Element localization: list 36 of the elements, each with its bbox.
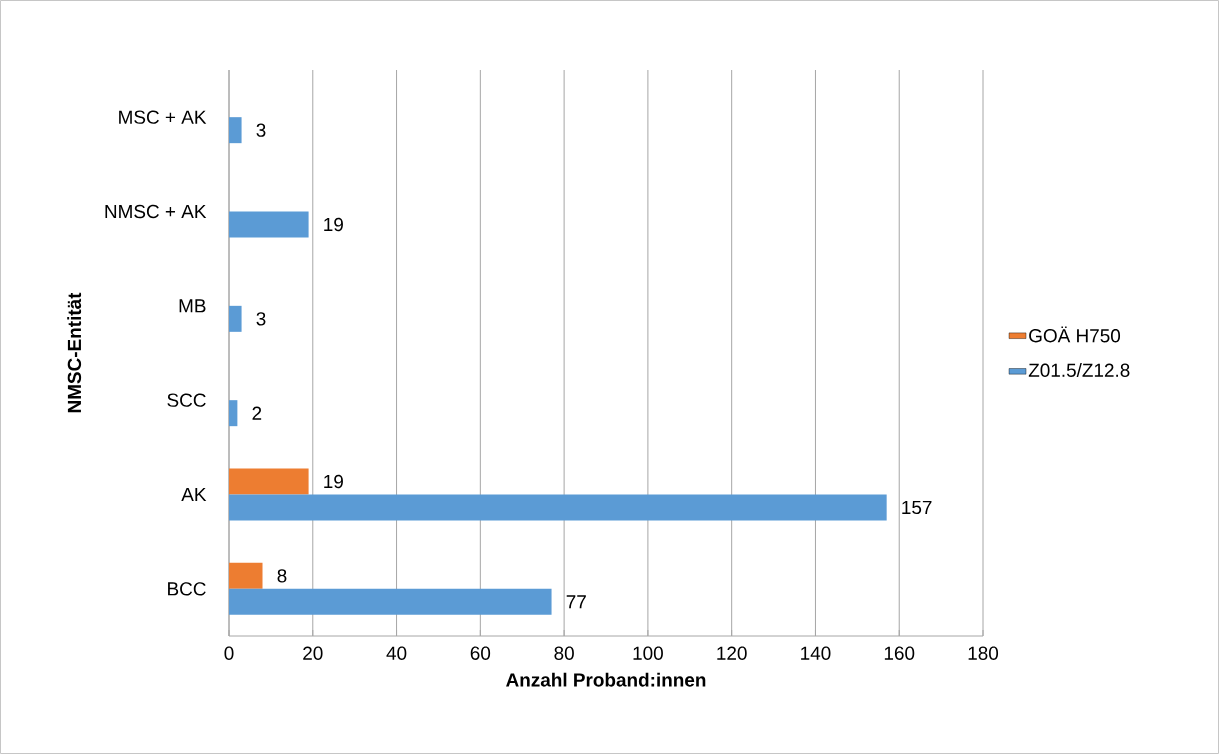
x-tick-label: 120 xyxy=(717,646,747,660)
x-tick-label: 160 xyxy=(884,646,915,660)
data-label: 3 xyxy=(256,312,266,326)
bar xyxy=(229,562,263,589)
x-tick-label: 180 xyxy=(968,646,999,660)
bar xyxy=(229,400,238,427)
x-tick-label: 20 xyxy=(303,646,323,660)
data-label: 77 xyxy=(566,595,586,609)
x-tick-label: 60 xyxy=(470,646,491,660)
legend-label: GOÄ H750 xyxy=(1029,326,1121,343)
bar xyxy=(229,588,552,615)
y-axis-title: NMSC-Entität xyxy=(67,292,82,413)
x-tick-label: 40 xyxy=(386,646,407,660)
bar xyxy=(229,305,242,332)
data-label: 3 xyxy=(256,123,266,137)
data-label: 19 xyxy=(324,217,343,232)
bar xyxy=(229,494,887,521)
bar xyxy=(229,211,309,238)
data-label: 157 xyxy=(902,500,932,515)
x-tick-label: 140 xyxy=(801,646,831,660)
y-tick-label: MSC + AK xyxy=(119,110,207,124)
data-label: 8 xyxy=(277,569,287,583)
x-axis-title: Anzahl Proband:innen xyxy=(506,672,706,687)
data-label: 2 xyxy=(252,406,262,420)
data-label: 19 xyxy=(324,474,343,489)
legend-label: Z01.5/Z12.8 xyxy=(1028,363,1130,377)
x-tick-label: 100 xyxy=(633,646,663,660)
y-tick-label: NMSC + AK xyxy=(105,204,207,219)
x-tick-label: 80 xyxy=(554,646,574,660)
y-tick-label: SCC xyxy=(167,393,206,407)
x-tick-label: 0 xyxy=(224,646,234,660)
bar xyxy=(229,117,242,144)
y-tick-label: MB xyxy=(179,299,206,313)
y-tick-label: AK xyxy=(181,488,207,502)
bar xyxy=(229,468,309,495)
y-tick-label: BCC xyxy=(168,582,206,596)
